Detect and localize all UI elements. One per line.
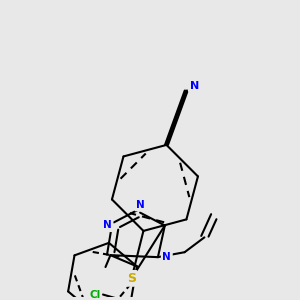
Text: Cl: Cl — [89, 290, 100, 299]
Text: N: N — [136, 200, 145, 210]
Text: N: N — [190, 81, 199, 91]
Text: N: N — [103, 220, 112, 230]
Text: S: S — [127, 272, 136, 285]
Text: N: N — [162, 252, 171, 262]
